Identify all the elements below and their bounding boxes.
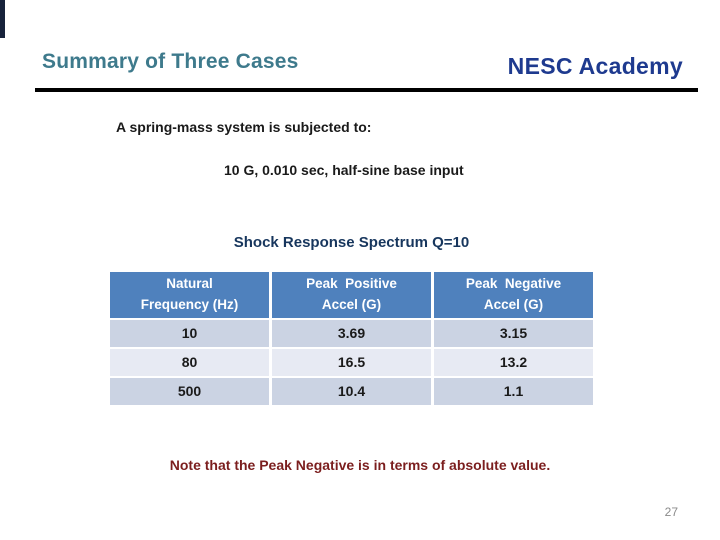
- table-cell: 80: [110, 349, 269, 376]
- note-text: Note that the Peak Negative is in terms …: [169, 457, 551, 473]
- header-label-line: Accel (G): [321, 297, 382, 312]
- table-cell: 3.15: [434, 320, 593, 347]
- table-cell: 13.2: [434, 349, 593, 376]
- header-label-line: Frequency (Hz): [140, 297, 239, 312]
- results-table: Natural Frequency (Hz) Peak Positive Acc…: [110, 272, 593, 407]
- table-cell: 1.1: [434, 378, 593, 405]
- table-cell: 10: [110, 320, 269, 347]
- table-cell: 500: [110, 378, 269, 405]
- brand-title: NESC Academy: [507, 53, 683, 79]
- slide-title: Summary of Three Cases: [42, 50, 299, 73]
- table-row: 80 16.5 13.2: [110, 349, 593, 376]
- table-header-row: Natural Frequency (Hz) Peak Positive Acc…: [110, 272, 593, 318]
- page-number: 27: [664, 505, 678, 519]
- table-cell: 10.4: [272, 378, 431, 405]
- header-label-line: Peak Positive: [306, 276, 397, 292]
- header-cell-peak-positive: Peak Positive Accel (G): [272, 272, 431, 318]
- table-title: Shock Response Spectrum Q=10: [233, 234, 470, 251]
- table-row: 10 3.69 3.15: [110, 320, 593, 347]
- body-line-input-description: 10 G, 0.010 sec, half-sine base input: [224, 162, 464, 178]
- header-cell-peak-negative: Peak Negative Accel (G): [434, 272, 593, 318]
- header-label-line: Peak Negative: [465, 276, 562, 292]
- header-label-line: Natural: [166, 276, 213, 292]
- table-cell: 16.5: [272, 349, 431, 376]
- table-row: 500 10.4 1.1: [110, 378, 593, 405]
- header-cell-natural-frequency: Natural Frequency (Hz): [110, 272, 269, 318]
- header-rule: [35, 88, 698, 92]
- body-line-subjected-to: A spring-mass system is subjected to:: [116, 119, 372, 135]
- corner-accent-mark: [0, 0, 5, 38]
- table-cell: 3.69: [272, 320, 431, 347]
- header-label-line: Accel (G): [483, 297, 544, 312]
